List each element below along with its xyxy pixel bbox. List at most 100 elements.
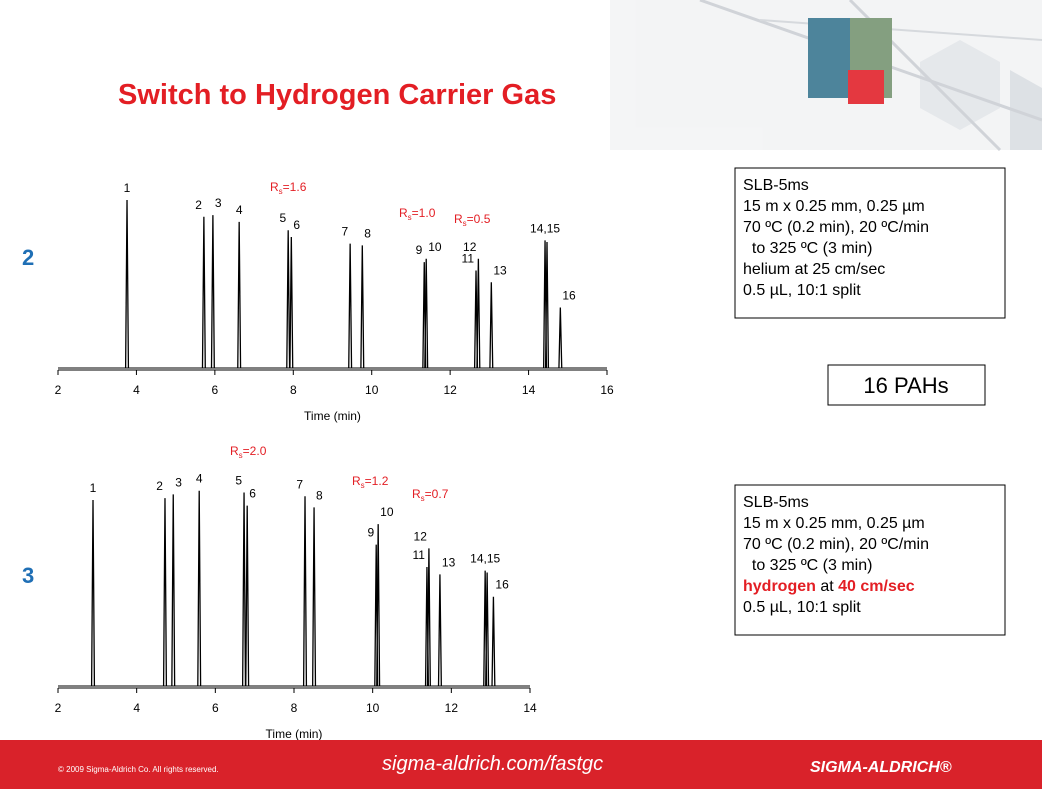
peak-label: 1 xyxy=(124,181,131,195)
x-tick-label: 16 xyxy=(600,383,614,397)
x-tick-label: 6 xyxy=(212,383,219,397)
value-text: =0.5 xyxy=(467,212,491,226)
condition-line: 70 ºC (0.2 min), 20 ºC/min xyxy=(743,536,929,553)
resolution-annotation: Rs=2.0 xyxy=(230,444,267,460)
condition-line: 15 m x 0.25 mm, 0.25 µm xyxy=(743,198,925,215)
symbol: R xyxy=(399,206,408,220)
resolution-annotation: Rs=1.2 xyxy=(352,474,389,490)
peak-label: 11 xyxy=(412,548,425,562)
peak-label: 8 xyxy=(364,226,371,240)
peak-label: 3 xyxy=(215,196,222,210)
condition-line: 70 ºC (0.2 min), 20 ºC/min xyxy=(743,219,929,236)
peak-label: 7 xyxy=(341,225,348,239)
peak xyxy=(171,494,176,687)
symbol: R xyxy=(412,487,421,501)
x-tick-label: 12 xyxy=(443,383,457,397)
subscript: s xyxy=(361,481,365,490)
footer-band xyxy=(0,740,1042,789)
condition-line: helium at 25 cm/sec xyxy=(743,261,885,278)
peak-label: 8 xyxy=(316,488,323,502)
x-tick-label: 10 xyxy=(365,383,379,397)
copyright: © 2009 Sigma-Aldrich Co. All rights rese… xyxy=(58,765,219,774)
x-tick-label: 14 xyxy=(523,701,537,715)
peak-label: 5 xyxy=(280,211,287,225)
subscript: s xyxy=(463,219,467,228)
value-text: =2.0 xyxy=(243,444,267,458)
conditions-text: SLB-5ms 15 m x 0.25 mm, 0.25 µm 70 ºC (0.2… xyxy=(743,177,929,299)
panel-label: 2 xyxy=(22,245,34,270)
condition-segment: 40 cm/sec xyxy=(838,578,915,595)
symbol: R xyxy=(454,212,463,226)
peak xyxy=(376,524,381,687)
peak xyxy=(245,505,250,687)
peak-label: 2 xyxy=(195,198,202,212)
peak xyxy=(90,499,96,687)
peak-label: 12 xyxy=(414,529,428,543)
peak xyxy=(426,548,431,687)
peak xyxy=(162,498,168,687)
peak-label: 13 xyxy=(493,263,507,277)
subscript: s xyxy=(279,187,283,196)
peak xyxy=(124,199,130,369)
x-tick-label: 4 xyxy=(133,701,140,715)
peak xyxy=(558,307,563,369)
peak xyxy=(485,572,490,687)
peak-label: 9 xyxy=(416,243,423,257)
peak-label: 10 xyxy=(428,240,442,254)
peak xyxy=(476,258,481,369)
analyte-box xyxy=(827,364,986,406)
peak-label: 16 xyxy=(562,289,576,303)
condition-segment: at xyxy=(816,578,838,595)
peak xyxy=(289,236,294,369)
peak xyxy=(424,258,429,369)
peak-label: 12 xyxy=(463,240,477,254)
peak-label: 13 xyxy=(442,555,456,569)
peak-label: 6 xyxy=(249,487,256,501)
footer-url: sigma-aldrich.com/fastgc xyxy=(382,753,603,775)
peak-label: 7 xyxy=(296,477,303,491)
condition-line: hydrogen at 40 cm/sec xyxy=(743,578,915,595)
condition-line: SLB-5ms xyxy=(743,177,809,194)
condition-line: 0.5 µL, 10:1 split xyxy=(743,282,861,299)
peak xyxy=(489,282,494,369)
panel-label: 3 xyxy=(22,563,34,588)
x-axis-label: Time (min) xyxy=(304,409,361,423)
peak xyxy=(210,215,215,369)
condition-segment: hydrogen xyxy=(743,578,816,595)
condition-line: to 325 ºC (3 min) xyxy=(743,557,872,574)
x-tick-label: 14 xyxy=(522,383,536,397)
resolution-annotation: Rs=1.0 xyxy=(399,206,436,222)
peak xyxy=(544,241,550,369)
peak-label: 10 xyxy=(380,505,394,519)
peak-label: 4 xyxy=(196,472,203,486)
symbol: R xyxy=(270,180,279,194)
value-text: =1.2 xyxy=(365,474,389,488)
decoration xyxy=(610,0,1042,152)
condition-line: SLB-5ms xyxy=(743,494,809,511)
subscript: s xyxy=(239,451,243,460)
value-text: =1.6 xyxy=(283,180,307,194)
x-tick-label: 12 xyxy=(445,701,459,715)
peak-label: 9 xyxy=(368,526,375,540)
subscript: s xyxy=(421,494,425,503)
x-tick-label: 2 xyxy=(55,383,62,397)
peak-label: 5 xyxy=(235,474,242,488)
peak-label: 3 xyxy=(175,475,182,489)
symbol: R xyxy=(230,444,239,458)
x-tick-label: 8 xyxy=(291,701,298,715)
peak xyxy=(302,496,308,687)
peak-label: 14,15 xyxy=(530,221,560,235)
conditions-box xyxy=(734,484,1006,636)
x-tick-label: 2 xyxy=(55,701,62,715)
peak-label: 14,15 xyxy=(470,552,500,566)
peak xyxy=(348,243,353,369)
peak xyxy=(312,507,317,687)
symbol: R xyxy=(352,474,361,488)
peak-label: 2 xyxy=(156,479,163,493)
x-axis-label: Time (min) xyxy=(266,727,323,741)
subscript: s xyxy=(408,213,412,222)
